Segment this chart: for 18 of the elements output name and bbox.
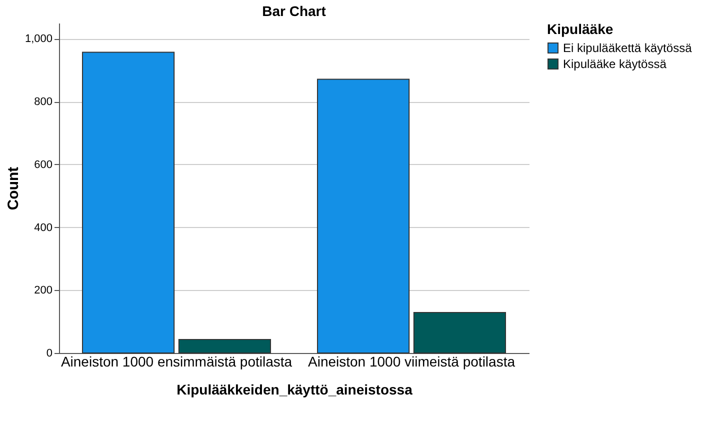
x-axis-title: Kipulääkkeiden_käyttö_aineistossa	[176, 382, 413, 398]
legend-label: Kipulääke käytössä	[563, 57, 667, 71]
bar	[317, 78, 410, 354]
bar	[413, 312, 506, 354]
bar	[82, 52, 175, 354]
x-tick-label: Aineiston 1000 ensimmäistä potilasta	[60, 354, 292, 370]
chart-title: Bar Chart	[262, 3, 326, 19]
y-tick-label: 200	[34, 284, 52, 297]
y-tick-label: 800	[34, 96, 52, 108]
y-tick-label: 400	[34, 222, 52, 234]
bar	[178, 338, 271, 354]
legend-label: Ei kipulääkettä käytössä	[563, 41, 692, 55]
x-tick-label: Aineiston 1000 viimeistä potilasta	[308, 354, 516, 370]
y-axis-title: Count	[4, 166, 22, 210]
y-tick-label: 0	[46, 348, 52, 360]
legend-title: Kipulääke	[547, 21, 614, 37]
y-tick-label: 1,000	[24, 33, 52, 46]
y-tick-label: 600	[34, 158, 52, 171]
